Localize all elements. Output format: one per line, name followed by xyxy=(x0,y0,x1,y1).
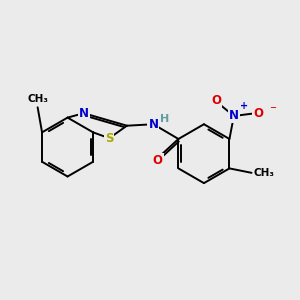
Text: CH₃: CH₃ xyxy=(27,94,48,104)
Text: N: N xyxy=(148,118,158,131)
Text: H: H xyxy=(160,114,169,124)
Text: ⁻: ⁻ xyxy=(269,104,276,117)
Text: CH₃: CH₃ xyxy=(254,168,275,178)
Text: S: S xyxy=(105,132,113,145)
Text: N: N xyxy=(79,107,89,120)
Text: O: O xyxy=(253,106,263,119)
Text: O: O xyxy=(211,94,221,107)
Text: N: N xyxy=(229,110,239,122)
Text: O: O xyxy=(153,154,163,167)
Text: +: + xyxy=(240,101,248,111)
